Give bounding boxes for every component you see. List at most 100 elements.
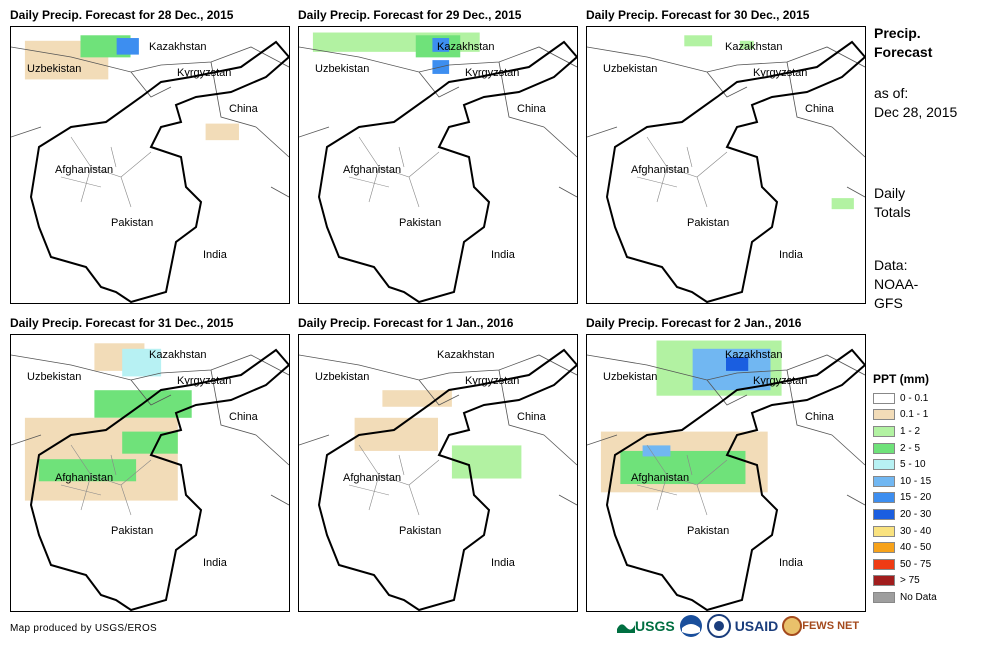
precip-patch: [642, 445, 671, 457]
province-lines: [60, 136, 152, 208]
legend-item: 0.1 - 1: [873, 407, 937, 424]
legend-label: 30 - 40: [900, 525, 932, 537]
legend-swatch: [873, 492, 895, 504]
forecast-panel-3: Daily Precip. Forecast for 30 Dec., 2015…: [586, 8, 866, 308]
focus-region-outline: [605, 40, 865, 303]
map-canvas: [299, 348, 577, 611]
side-title: Precip. Forecast: [874, 24, 932, 62]
legend-swatch: [873, 392, 895, 404]
precip-patch: [382, 390, 452, 407]
precip-map: Kazakhstan Uzbekistan Kyrgyzstan China Afgha…: [586, 26, 866, 304]
map-label-uzbekistan: Uzbekistan: [315, 63, 370, 75]
legend-swatch: [873, 558, 895, 570]
legend-label: 0.1 - 1: [900, 409, 929, 421]
map-label-china: China: [517, 411, 546, 423]
legend-item: No Data: [873, 589, 937, 606]
map-canvas: [299, 32, 577, 303]
fewsnet-logo: FEWS NET: [782, 616, 859, 636]
map-label-pakistan: Pakistan: [399, 217, 442, 229]
forecast-panel-6: Daily Precip. Forecast for 2 Jan., 2016 K…: [586, 316, 866, 616]
noaa-logo-icon: [679, 615, 702, 637]
legend: PPT (mm) 0 - 0.1 0.1 - 1 1 - 2 2 - 5 5 - 10 1…: [873, 372, 937, 606]
precip-patch: [684, 35, 713, 47]
panel-title: Daily Precip. Forecast for 2 Jan., 2016: [586, 316, 802, 330]
map-label-afghanistan: Afghanistan: [55, 472, 114, 484]
precip-patch: [38, 459, 137, 482]
precip-patch: [831, 198, 854, 210]
usgs-text: USGS: [635, 618, 675, 634]
data-source: Data: NOAA- GFS: [874, 256, 918, 313]
map-label-india: India: [779, 557, 803, 569]
legend-item: 15 - 20: [873, 490, 937, 507]
neighbor-borders: [587, 46, 865, 198]
map-label-china: China: [805, 103, 834, 115]
map-credit: Map produced by USGS/EROS: [10, 623, 158, 634]
legend-label: 15 - 20: [900, 492, 932, 504]
as-of-label: as of:: [874, 85, 909, 101]
map-canvas: [587, 35, 865, 303]
precip-patch: [122, 431, 178, 454]
usaid-logo: USAID: [735, 618, 779, 634]
daily-line1: Daily: [874, 185, 906, 201]
legend-swatch: [873, 409, 895, 421]
province-lines: [636, 136, 728, 208]
map-label-uzbekistan: Uzbekistan: [603, 63, 658, 75]
precip-map: Kazakhstan Uzbekistan Kyrgyzstan China Afgha…: [298, 334, 578, 612]
map-label-uzbekistan: Uzbekistan: [27, 63, 82, 75]
data-line1: Data:: [874, 257, 908, 273]
legend-label: 1 - 2: [900, 425, 921, 437]
panel-title: Daily Precip. Forecast for 29 Dec., 2015: [298, 8, 522, 22]
province-lines: [348, 444, 440, 516]
focus-region-outline: [605, 348, 865, 611]
precip-map: Kazakhstan Uzbekistan Kyrgyzstan China Afgha…: [10, 26, 290, 304]
legend-item: 20 - 30: [873, 506, 937, 523]
forecast-panel-4: Daily Precip. Forecast for 31 Dec., 2015…: [10, 316, 290, 616]
neighbor-borders: [11, 354, 289, 506]
map-label-kyrgyzstan: Kyrgyzstan: [753, 67, 808, 79]
logos: USGS USAID FEWS NET: [617, 614, 859, 638]
map-label-kazakhstan: Kazakhstan: [437, 41, 495, 53]
forecast-panel-1: Daily Precip. Forecast for 28 Dec., 2015…: [10, 8, 290, 308]
legend-item: > 75: [873, 573, 937, 590]
precip-patch: [116, 38, 139, 55]
map-label-pakistan: Pakistan: [687, 217, 730, 229]
map-label-afghanistan: Afghanistan: [343, 472, 402, 484]
legend-item: 10 - 15: [873, 473, 937, 490]
data-line2: NOAA-: [874, 276, 919, 292]
legend-item: 0 - 0.1: [873, 390, 937, 407]
neighbor-borders: [299, 354, 577, 506]
legend-swatch: [873, 442, 895, 454]
legend-item: 30 - 40: [873, 523, 937, 540]
precip-map: Kazakhstan Uzbekistan Kyrgyzstan China Afgha…: [298, 26, 578, 304]
legend-label: 40 - 50: [900, 542, 932, 554]
map-label-kazakhstan: Kazakhstan: [725, 349, 783, 361]
precip-patch: [739, 40, 754, 50]
legend-swatch: [873, 459, 895, 471]
precip-patch: [620, 450, 746, 485]
legend-swatch: [873, 525, 895, 537]
map-canvas: [11, 35, 289, 303]
map-label-kyrgyzstan: Kyrgyzstan: [753, 375, 808, 387]
legend-swatch: [873, 591, 895, 603]
side-title-line2: Forecast: [874, 44, 933, 60]
map-label-kazakhstan: Kazakhstan: [437, 349, 495, 361]
map-label-china: China: [229, 103, 258, 115]
map-label-afghanistan: Afghanistan: [343, 164, 402, 176]
map-label-kyrgyzstan: Kyrgyzstan: [177, 375, 232, 387]
map-label-india: India: [203, 249, 227, 261]
data-line3: GFS: [874, 295, 903, 311]
focus-region-outline: [29, 40, 289, 303]
precip-patch: [726, 357, 749, 371]
panel-title: Daily Precip. Forecast for 1 Jan., 2016: [298, 316, 514, 330]
province-lines: [348, 136, 440, 208]
map-label-india: India: [779, 249, 803, 261]
legend-label: No Data: [900, 591, 937, 603]
map-label-india: India: [491, 557, 515, 569]
precip-patch: [451, 445, 522, 479]
usgs-logo: USGS: [617, 618, 675, 634]
legend-label: 5 - 10: [900, 459, 926, 471]
legend-label: > 75: [900, 575, 920, 587]
precip-map: Kazakhstan Uzbekistan Kyrgyzstan China Afgha…: [10, 334, 290, 612]
map-label-uzbekistan: Uzbekistan: [27, 371, 82, 383]
map-label-pakistan: Pakistan: [399, 525, 442, 537]
